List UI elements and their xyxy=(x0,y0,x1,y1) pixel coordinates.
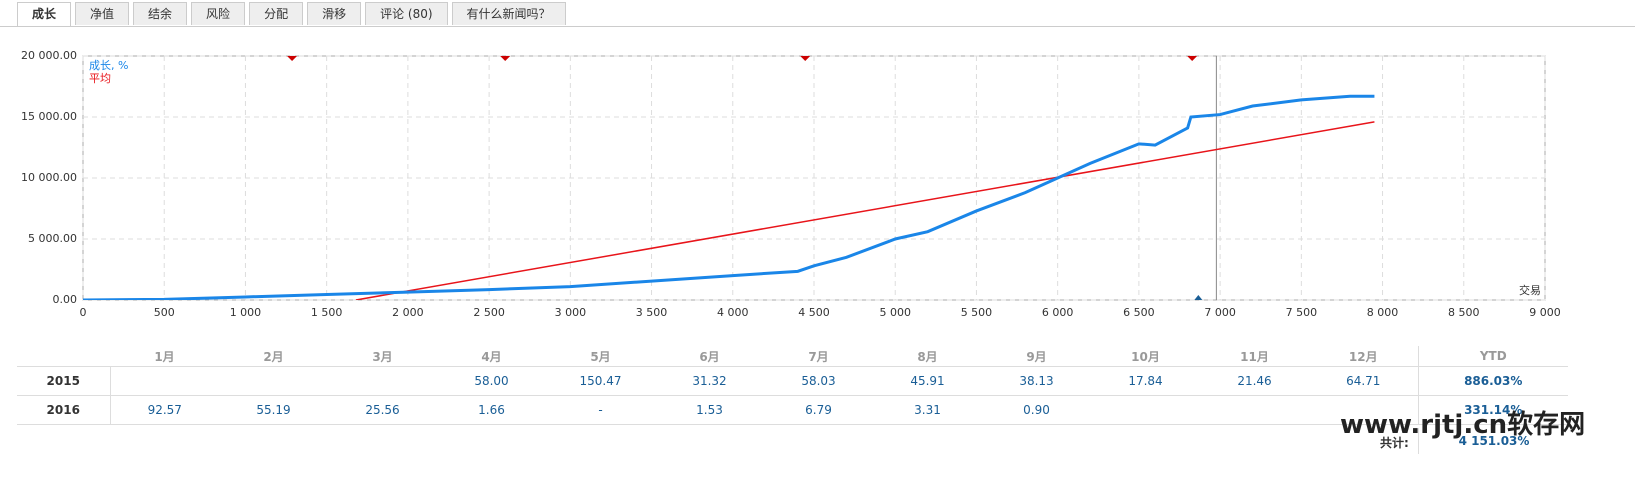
x-tick-label: 9 000 xyxy=(1529,306,1561,319)
y-tick-label: 15 000.00 xyxy=(21,110,77,123)
chart: 0.00 5 000.00 10 000.00 15 000.00 20 000.00 0… xyxy=(21,49,1561,319)
cell: 17.84 xyxy=(1091,366,1200,396)
cell: 55.19 xyxy=(219,395,328,425)
row-header: 2016 xyxy=(17,395,111,425)
tab[interactable]: 结余 xyxy=(133,2,188,25)
legend-entry: 平均 xyxy=(89,72,111,85)
tab-line xyxy=(0,26,1635,27)
tabs: 成长 净值 结余 风险 分配 滑移 评论 (80) 有什么新闻吗？ xyxy=(17,2,566,27)
total-value: 4 151.03% xyxy=(1418,428,1569,454)
column-header: 1月 xyxy=(110,346,219,367)
column-header: 6月 xyxy=(655,346,764,367)
cell xyxy=(1200,395,1309,425)
x-tick-label: 8 500 xyxy=(1448,306,1480,319)
event-marker xyxy=(800,56,811,61)
trade-marker xyxy=(1194,295,1203,300)
x-tick-label: 3 500 xyxy=(636,306,668,319)
cell: 331.14% xyxy=(1417,395,1568,425)
event-marker xyxy=(500,56,511,61)
event-marker xyxy=(287,56,298,61)
column-header: 11月 xyxy=(1200,346,1309,367)
x-tick-label: 2 000 xyxy=(392,306,424,319)
series-line xyxy=(83,94,1375,300)
cell: 58.03 xyxy=(764,366,873,396)
column-header: 8月 xyxy=(873,346,982,367)
x-tick-label: 4 500 xyxy=(798,306,830,319)
header-row: 1月 2月 3月 4月 5月 6月 7月 8月 9月 10月 11月 12月 YTD xyxy=(17,346,1568,367)
tab[interactable]: 滑移 xyxy=(307,2,362,25)
x-axis-label: 交易 xyxy=(1519,283,1541,297)
y-tick-label: 5 000.00 xyxy=(28,232,77,245)
cell: 25.56 xyxy=(328,395,437,425)
column-header: 5月 xyxy=(546,346,655,367)
cell: 150.47 xyxy=(546,366,655,396)
cell xyxy=(110,366,219,396)
monthly-table: 1月 2月 3月 4月 5月 6月 7月 8月 9月 10月 11月 12月 YTD 2015 58.00 1… xyxy=(17,346,1568,425)
column-header: 7月 xyxy=(764,346,873,367)
x-tick-label: 0 xyxy=(80,306,87,319)
tab[interactable]: 分配 xyxy=(249,2,304,25)
tab[interactable]: 有什么新闻吗？ xyxy=(451,2,566,25)
cell: 886.03% xyxy=(1417,366,1568,396)
series-line xyxy=(355,121,1375,300)
cell: 1.66 xyxy=(437,395,546,425)
cell: 21.46 xyxy=(1200,366,1309,396)
y-tick-label: 20 000.00 xyxy=(21,49,77,62)
tab[interactable]: 风险 xyxy=(191,2,246,25)
x-tick-label: 3 000 xyxy=(555,306,587,319)
legend-entry: 成长, % xyxy=(89,59,128,72)
x-tick-label: 2 500 xyxy=(473,306,505,319)
column-header: 3月 xyxy=(328,346,437,367)
cell xyxy=(328,366,437,396)
cell: 64.71 xyxy=(1309,366,1418,396)
table-row: 2016 92.57 55.19 25.56 1.66-1.53 6.79 3.31 0.90… xyxy=(17,395,1568,425)
event-marker xyxy=(1187,56,1198,61)
cell: 92.57 xyxy=(110,395,219,425)
column-header: 10月 xyxy=(1091,346,1200,367)
cell: 0.90 xyxy=(982,395,1091,425)
cell: 3.31 xyxy=(873,395,982,425)
table-row: 2015 58.00 150.47 31.32 58.03 45.91 38.13 17.84… xyxy=(17,366,1568,396)
tab[interactable]: 成长 xyxy=(17,2,72,27)
cell: 38.13 xyxy=(982,366,1091,396)
x-tick-label: 7 500 xyxy=(1286,306,1318,319)
column-header: 2月 xyxy=(219,346,328,367)
x-tick-label: 6 500 xyxy=(1123,306,1155,319)
row-header: 2015 xyxy=(17,366,111,396)
x-tick-label: 6 000 xyxy=(1042,306,1074,319)
x-tick-label: 7 000 xyxy=(1204,306,1236,319)
x-tick-label: 500 xyxy=(154,306,175,319)
y-tick-label: 0.00 xyxy=(53,293,78,306)
cell: 1.53 xyxy=(655,395,764,425)
corner xyxy=(17,346,110,367)
x-tick-label: 5 500 xyxy=(961,306,993,319)
tab[interactable]: 评论 (80) xyxy=(365,2,448,25)
x-tick-label: 5 000 xyxy=(879,306,911,319)
cell: 6.79 xyxy=(764,395,873,425)
x-tick-label: 1 500 xyxy=(311,306,343,319)
cell xyxy=(1091,395,1200,425)
column-header: 9月 xyxy=(982,346,1091,367)
y-tick-label: 10 000.00 xyxy=(21,171,77,184)
cell: - xyxy=(546,395,655,425)
column-header: 4月 xyxy=(437,346,546,367)
tab[interactable]: 净值 xyxy=(75,2,130,25)
total-label: 共计: xyxy=(1380,436,1409,450)
cell: 58.00 xyxy=(437,366,546,396)
cell: 45.91 xyxy=(873,366,982,396)
column-header: YTD xyxy=(1417,346,1568,367)
cell xyxy=(219,366,328,396)
cell xyxy=(1309,395,1418,425)
cell: 31.32 xyxy=(655,366,764,396)
x-tick-label: 1 000 xyxy=(230,306,262,319)
column-header: 12月 xyxy=(1309,346,1418,367)
x-tick-label: 4 000 xyxy=(717,306,749,319)
watermark: www.rjtj.cn软存网 xyxy=(1340,410,1586,440)
x-tick-label: 8 000 xyxy=(1367,306,1399,319)
